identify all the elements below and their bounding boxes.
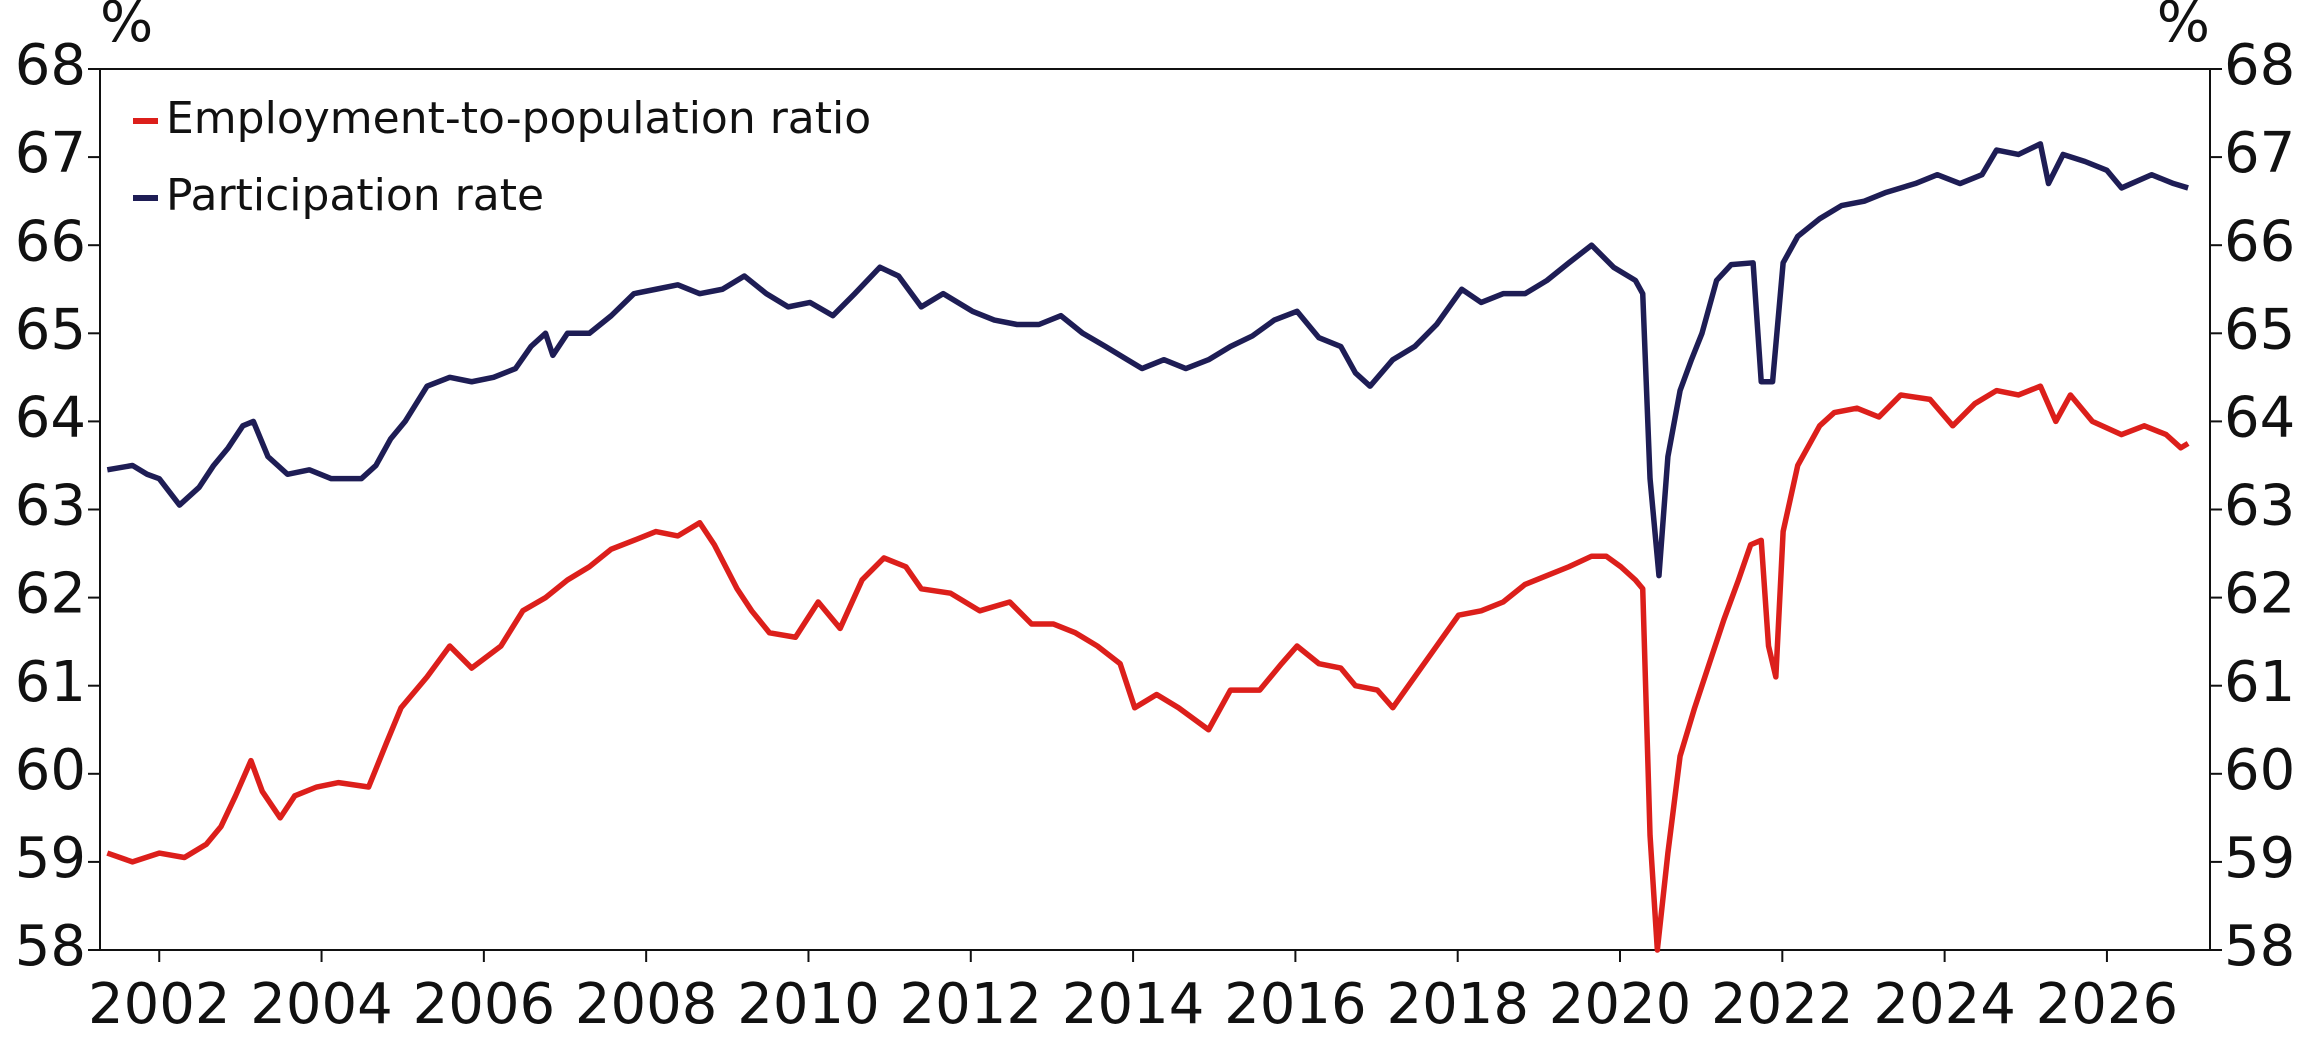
y2-tick-label: 68 <box>2224 33 2295 98</box>
x-tick-label: 2006 <box>413 972 556 1035</box>
y-tick-label: 64 <box>15 386 86 451</box>
x-tick-label: 2020 <box>1549 972 1692 1035</box>
y-axis-label: % <box>100 0 153 55</box>
x-tick-label: 2012 <box>900 972 1043 1035</box>
x-tick-label: 2022 <box>1711 972 1854 1035</box>
x-tick-label: 2026 <box>2036 972 2179 1035</box>
x-tick-label: 2008 <box>575 972 718 1035</box>
y-tick-label: 61 <box>15 650 86 715</box>
legend-label: Employment-to-population ratio <box>166 93 871 144</box>
y-tick-label: 59 <box>15 826 86 891</box>
x-tick-label: 2024 <box>1873 972 2016 1035</box>
y2-tick-label: 59 <box>2224 826 2295 891</box>
y-tick-label: 58 <box>15 914 86 979</box>
x-tick-label: 2002 <box>88 972 231 1035</box>
x-tick-label: 2010 <box>737 972 880 1035</box>
y2-axis-label: % <box>2157 0 2210 55</box>
x-tick-label: 2016 <box>1224 972 1367 1035</box>
y2-tick-label: 67 <box>2224 121 2295 186</box>
y2-tick-label: 58 <box>2224 914 2295 979</box>
y-tick-label: 65 <box>15 297 86 362</box>
y-tick-label: 60 <box>15 738 86 803</box>
y-tick-label: 62 <box>15 562 86 627</box>
y2-tick-label: 63 <box>2224 474 2295 539</box>
x-tick-label: 2004 <box>250 972 393 1035</box>
y2-tick-label: 60 <box>2224 738 2295 803</box>
y-tick-label: 68 <box>15 33 86 98</box>
x-tick-label: 2018 <box>1386 972 1529 1035</box>
series-line <box>106 383 2190 953</box>
y-tick-label: 66 <box>15 209 86 274</box>
legend-label: Participation rate <box>166 170 544 221</box>
x-tick-label: 2014 <box>1062 972 1205 1035</box>
y2-tick-label: 65 <box>2224 297 2295 362</box>
y2-tick-label: 64 <box>2224 386 2295 451</box>
y2-tick-label: 62 <box>2224 562 2295 627</box>
y-tick-label: 67 <box>15 121 86 186</box>
y-tick-label: 63 <box>15 474 86 539</box>
y2-tick-label: 66 <box>2224 209 2295 274</box>
y2-tick-label: 61 <box>2224 650 2295 715</box>
series-line <box>106 141 2189 579</box>
